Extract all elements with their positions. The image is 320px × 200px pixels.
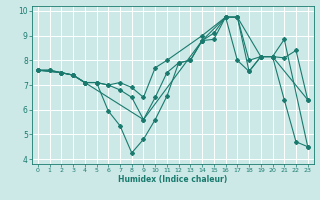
X-axis label: Humidex (Indice chaleur): Humidex (Indice chaleur) (118, 175, 228, 184)
